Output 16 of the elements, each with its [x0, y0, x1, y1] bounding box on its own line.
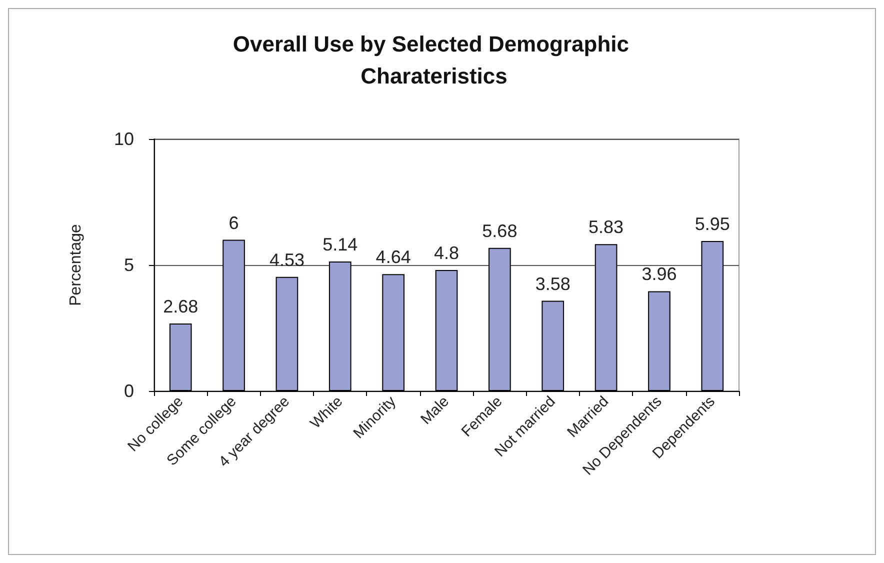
- y-tick-label: 5: [124, 255, 134, 275]
- data-label: 4.53: [269, 250, 304, 270]
- data-label: 5.68: [482, 220, 518, 241]
- data-label: 5.95: [694, 214, 730, 234]
- data-label: 4.64: [376, 247, 411, 268]
- data-label: 3.96: [642, 264, 677, 284]
- chart-title: Overall Use by Selected Demographic Charateristics: [232, 32, 636, 88]
- data-label: 2.68: [163, 296, 198, 316]
- y-axis-title: Percentage: [68, 224, 84, 306]
- data-label: 6: [228, 212, 239, 233]
- y-tick-label: 10: [114, 129, 134, 149]
- data-label: 5.83: [588, 217, 624, 238]
- y-tick-label: 0: [124, 381, 134, 401]
- data-label: 3.58: [535, 274, 570, 294]
- data-label: 5.14: [322, 234, 358, 254]
- data-label: 4.8: [434, 243, 460, 264]
